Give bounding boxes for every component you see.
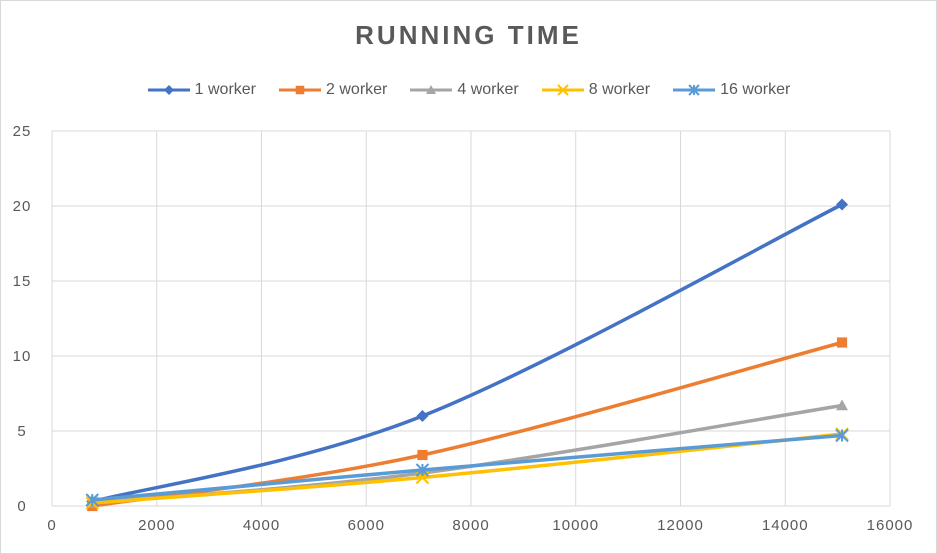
x-tick-label: 16000	[867, 517, 914, 534]
x-tick-label: 14000	[762, 517, 809, 534]
legend-item-1-worker: 1 worker	[147, 81, 256, 99]
y-tick-label: 0	[17, 498, 26, 515]
legend-label: 8 worker	[588, 81, 651, 98]
data-point-1-worker	[836, 198, 849, 211]
legend-swatch-marker	[163, 85, 174, 95]
series-line-1-worker	[90, 202, 844, 504]
legend-item-2-worker: 2 worker	[278, 81, 387, 99]
legend-label: 16 worker	[720, 81, 791, 98]
y-tick-label: 25	[13, 123, 32, 140]
legend-label: 4 worker	[457, 81, 519, 98]
data-point-2-worker	[836, 337, 848, 348]
x-tick-label: 2000	[138, 517, 175, 534]
legend-swatch	[541, 84, 584, 96]
y-tick-label: 10	[13, 348, 32, 365]
data-point-4-worker	[836, 399, 849, 411]
x-tick-label: 8000	[452, 517, 489, 534]
y-tick-label: 15	[13, 273, 32, 290]
y-tick-label: 20	[13, 198, 32, 215]
x-tick-label: 6000	[348, 517, 385, 534]
legend-swatch-marker	[295, 85, 305, 95]
data-point-2-worker	[417, 449, 428, 461]
legend-swatch	[279, 85, 322, 95]
data-point-1-worker	[416, 410, 429, 422]
legend-swatch-marker	[426, 85, 437, 94]
data-point-16-worker	[835, 428, 849, 443]
legend-item-16-worker: 16 worker	[672, 81, 790, 99]
chart-title: RUNNING TIME	[355, 20, 582, 50]
data-point-16-worker	[415, 463, 430, 477]
legend-swatch	[147, 85, 190, 95]
legend-swatch	[673, 84, 716, 96]
y-tick-label: 5	[17, 423, 26, 440]
x-tick-label: 12000	[657, 517, 704, 534]
x-tick-label: 0	[47, 517, 56, 534]
legend-label: 1 worker	[194, 81, 257, 98]
legend: 1 worker 2 worker 4 worker 8 worker 16 worke…	[0, 78, 937, 102]
legend-item-8-worker: 8 worker	[541, 81, 650, 99]
legend-swatch-marker	[688, 84, 700, 96]
x-tick-label: 4000	[243, 517, 280, 534]
data-point-16-worker	[85, 493, 99, 507]
legend-item-4-worker: 4 worker	[409, 81, 519, 99]
legend-swatch-marker	[557, 84, 569, 96]
x-tick-label: 10000	[552, 517, 599, 534]
legend-label: 2 worker	[326, 81, 388, 98]
legend-swatch	[410, 85, 453, 94]
